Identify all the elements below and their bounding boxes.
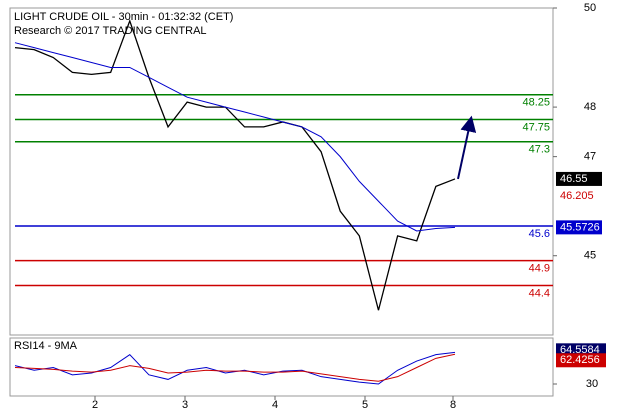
price-label: 46.205 xyxy=(560,190,594,202)
chart-subtitle: Research © 2017 TRADING CENTRAL xyxy=(14,25,207,37)
level-label: 44.4 xyxy=(529,287,550,299)
price-line xyxy=(14,18,456,311)
level-label: 48.25 xyxy=(522,97,550,109)
price-line xyxy=(14,42,456,232)
y-tick-label: 45 xyxy=(584,250,596,262)
rsi-panel xyxy=(9,337,554,397)
price-label-box xyxy=(556,171,602,186)
price-label: 46.55 xyxy=(560,173,588,185)
level-label: 47.75 xyxy=(522,121,550,133)
y-tick-label: 50 xyxy=(584,2,596,14)
price-label: 45.5726 xyxy=(560,221,600,233)
x-tick-label: 3 xyxy=(182,399,188,411)
rsi-line xyxy=(14,353,456,382)
x-tick-label: 2 xyxy=(92,399,98,411)
rsi-label: 62.4256 xyxy=(560,354,600,366)
rsi-tick-label: 30 xyxy=(586,378,598,390)
rsi-label-box xyxy=(556,353,606,368)
x-tick-label: 8 xyxy=(450,399,456,411)
level-label: 47.3 xyxy=(529,144,550,156)
chart-title: LIGHT CRUDE OIL - 30min - 01:32:32 (CET) xyxy=(14,11,233,23)
rsi-title: RSI14 - 9MA xyxy=(14,340,78,352)
x-tick-label: 4 xyxy=(272,399,278,411)
level-label: 45.6 xyxy=(529,228,550,240)
price-label-box xyxy=(556,220,602,235)
main-panel xyxy=(9,7,554,336)
y-tick-label: 47 xyxy=(584,151,596,163)
y-tick-label: 48 xyxy=(584,101,596,113)
x-tick-label: 5 xyxy=(362,399,368,411)
level-label: 44.9 xyxy=(529,263,550,275)
rsi-label: 64.5584 xyxy=(560,344,600,356)
projection-arrow xyxy=(457,115,477,180)
